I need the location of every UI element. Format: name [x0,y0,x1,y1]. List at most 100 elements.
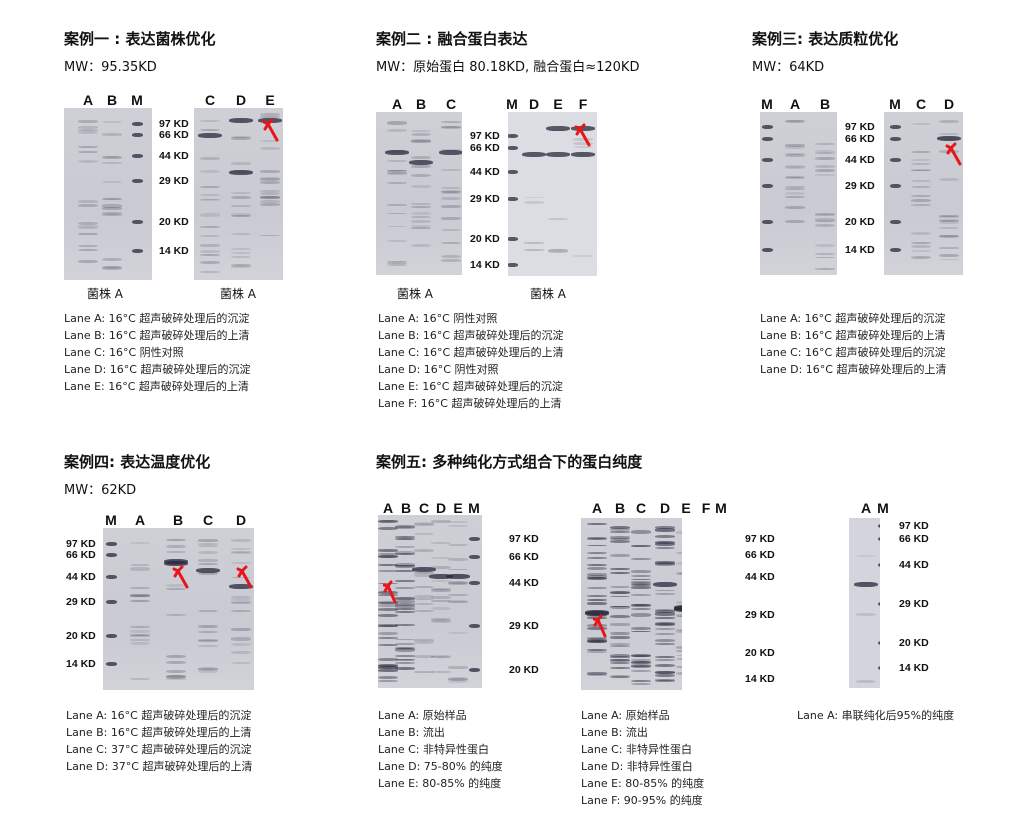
gel-band [387,260,407,263]
gel-band [785,206,805,210]
lane-label: C [635,500,647,516]
gel-band [587,649,607,652]
gel-band [610,642,630,645]
legend-line: Lane F: 90-95% 的纯度 [581,794,703,807]
gel-band [937,135,961,141]
gel-band [414,585,434,589]
gel-band [431,566,451,569]
gel-band [166,678,186,681]
gel-band [130,626,150,629]
gel-band [231,213,251,216]
gel-band [573,137,593,141]
marker-label: 66 KD [66,549,96,561]
gel-band [441,254,461,258]
gel-band [610,539,630,544]
gel-band [587,586,607,589]
legend-line: Lane D: 非特异性蛋白 [581,760,693,773]
marker-label: 44 KD [159,150,189,162]
gel-band [548,129,568,132]
gel-band [785,145,805,149]
marker-label: 97 KD [66,538,96,550]
gel-band [200,254,220,257]
gel-band [78,200,98,203]
gel-band [441,169,461,171]
gel-band [587,575,607,578]
gel-band [395,564,415,567]
gel-band [102,257,122,262]
gel-band [610,614,630,618]
gel-band [631,665,651,668]
gel-band [200,213,220,217]
gel-band [587,566,607,571]
red-arrow-icon [236,565,253,589]
gel-band [856,554,876,557]
gel-band [610,632,630,635]
gel-band [631,604,651,607]
gel-band [631,581,651,584]
gel-band [102,266,122,270]
gel-band [655,632,675,635]
marker-label: 97 KD [845,121,875,133]
lane-label: M [889,96,901,112]
gel-band [231,247,251,250]
gel-band [587,537,607,540]
gel-band [395,550,415,555]
gel-band [387,160,407,163]
lane-label: D [659,500,671,516]
gel-band [198,630,218,634]
gel-band [815,149,835,152]
marker-label: 14 KD [159,245,189,257]
gel-band [200,193,220,196]
gel-band [856,612,876,616]
gel-band [610,595,630,598]
gel-band [130,594,150,597]
gel-band [939,177,959,181]
gel-band [395,526,415,529]
gel-band [468,537,480,541]
gel-band [395,569,415,573]
legend-line: Lane B: 16°C 超声破碎处理后的上清 [66,726,252,739]
lane-legend: Lane A: 16°C 超声破碎处理后的沉淀 Lane B: 16°C 超声破… [66,707,252,775]
marker-label: 97 KD [159,118,189,130]
gel-band [468,581,480,585]
gel-band [785,119,805,123]
gel-band [653,581,677,587]
lane-label: E [681,500,691,516]
gel-band [676,666,682,668]
lane-legend: Lane A: 16°C 阴性对照 Lane B: 16°C 超声破碎处理后的沉… [378,310,564,412]
gel-band [198,539,218,542]
lane-label: D [943,96,955,112]
gel-band [200,234,220,237]
gel-band [911,244,931,248]
gel-band [231,628,251,631]
gel-band [395,553,415,556]
gel-band [587,599,607,602]
gel-band [785,175,805,179]
lane-legend: Lane A: 16°C 超声破碎处理后的沉淀 Lane B: 16°C 超声破… [760,310,946,378]
gel-band [655,617,675,620]
gel-band [939,221,959,225]
gel-band [587,556,607,559]
gel-band [610,623,630,626]
gel-band [414,597,434,601]
gel-band [877,666,880,670]
marker-label: 97 KD [899,520,929,532]
gel-band [130,567,150,571]
gel-band [508,263,518,267]
gel-band [631,682,651,685]
gel-band [378,614,398,618]
gel-band [610,645,630,648]
gel-image [581,518,682,690]
gel-band [260,170,280,173]
gel-band [260,195,280,198]
gel-band [78,120,98,123]
gel-band [102,266,122,271]
gel-band [395,648,415,650]
gel-band [411,155,431,160]
gel-band [395,624,415,627]
gel-band [655,562,675,566]
gel-band [414,642,434,645]
gel-band [414,655,434,659]
gel-band [448,677,468,680]
gel-band [198,544,218,548]
